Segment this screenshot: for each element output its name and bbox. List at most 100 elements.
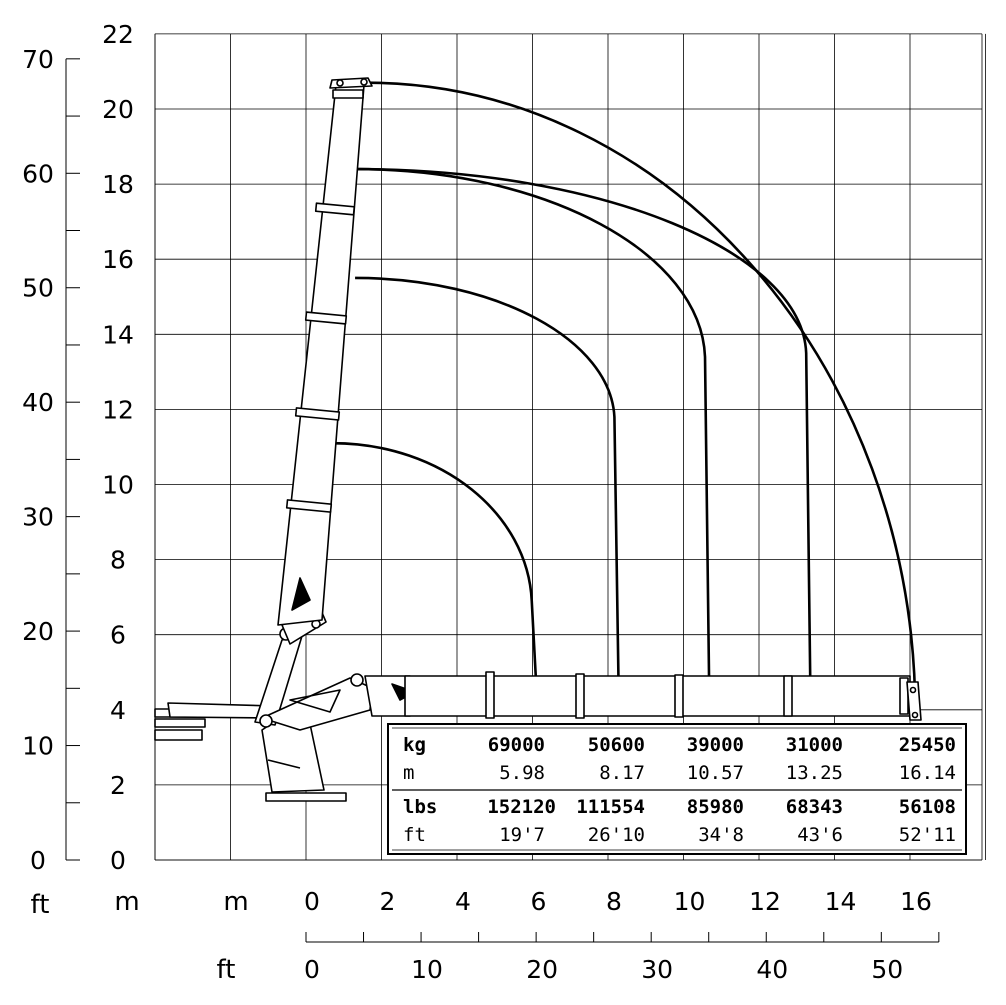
reach-envelope-curve bbox=[355, 167, 812, 677]
crane-illustration bbox=[154, 77, 922, 802]
ft-axis-tick-label: 0 bbox=[30, 846, 46, 875]
x-axis-ft-tick-label: 40 bbox=[756, 955, 788, 984]
boom-section-collar bbox=[294, 407, 341, 421]
table-label-lbs: lbs bbox=[403, 796, 437, 818]
table-kg-value: 31000 bbox=[786, 734, 843, 756]
m-axis-tick-label: 6 bbox=[110, 621, 126, 650]
reach-envelope-curve bbox=[366, 81, 917, 714]
ft-axis-tick-label: 30 bbox=[22, 503, 54, 532]
lever-cutout bbox=[289, 689, 341, 713]
boom-section-collar bbox=[674, 674, 684, 718]
m-axis: 0 2 4 6 8 10 12 14 16 18 20 22 bbox=[102, 20, 134, 875]
m-axis-tick-label: 18 bbox=[102, 170, 134, 199]
base-detail bbox=[267, 759, 301, 769]
m-axis-tick-label: 2 bbox=[110, 771, 126, 800]
table-ft-value: 19'7 bbox=[499, 824, 545, 846]
table-m-value: 8.17 bbox=[599, 762, 645, 784]
table-label-ft: ft bbox=[403, 824, 426, 846]
m-axis-tick-label: 20 bbox=[102, 95, 134, 124]
horizontal-boom bbox=[404, 675, 911, 717]
boom-section-collar bbox=[783, 675, 793, 717]
table-ft-value: 43'6 bbox=[797, 824, 843, 846]
reach-envelopes bbox=[332, 81, 917, 714]
tip-pin bbox=[911, 711, 919, 719]
m-axis-tick-label: 22 bbox=[102, 20, 134, 49]
x-axis-m-tick-label: 6 bbox=[531, 887, 547, 916]
ft-axis-tick-label: 60 bbox=[22, 159, 54, 188]
ft-axis-tick-label: 50 bbox=[22, 274, 54, 303]
crane-base bbox=[261, 717, 325, 793]
reach-envelope-curve bbox=[355, 276, 620, 677]
x-axis-m-tick-label: 2 bbox=[380, 887, 396, 916]
table-lbs-value: 56108 bbox=[899, 796, 956, 818]
table-m-value: 16.14 bbox=[899, 762, 956, 784]
x-axis-m-tick-label: 4 bbox=[455, 887, 471, 916]
x-axis-m-tick-label: 16 bbox=[900, 887, 932, 916]
table-kg-value: 25450 bbox=[899, 734, 956, 756]
load-table: kg m lbs ft 69000 50600 39000 31000 2545… bbox=[387, 723, 967, 855]
stowed-plate bbox=[154, 718, 206, 728]
x-axis-ft-tick-label: 20 bbox=[526, 955, 558, 984]
m-axis-tick-label: 8 bbox=[110, 546, 126, 575]
base-plate bbox=[265, 792, 347, 802]
x-axis-ft-tick-label: 30 bbox=[641, 955, 673, 984]
ft-axis-tick-label: 40 bbox=[22, 388, 54, 417]
x-axis-m-tick-label: 14 bbox=[825, 887, 857, 916]
boom-section-collar bbox=[332, 89, 364, 99]
table-lbs-value: 85980 bbox=[687, 796, 744, 818]
x-axis-ft-tick-label: 50 bbox=[871, 955, 903, 984]
hook-detail bbox=[291, 577, 311, 611]
load-table-frame bbox=[387, 723, 967, 855]
table-ft-value: 34'8 bbox=[698, 824, 744, 846]
table-ft-value: 26'10 bbox=[588, 824, 645, 846]
tip-pin bbox=[336, 79, 344, 87]
x-unit-m: m bbox=[223, 887, 248, 917]
tip-pin bbox=[360, 78, 368, 86]
reach-envelope-curve bbox=[355, 167, 711, 677]
table-lbs-value: 111554 bbox=[576, 796, 645, 818]
ft-axis-tick-label: 10 bbox=[22, 732, 54, 761]
boom-section-collar bbox=[485, 671, 495, 719]
m-axis-tick-label: 4 bbox=[110, 696, 126, 725]
pivot-joint bbox=[350, 673, 364, 687]
boom-section-collar bbox=[575, 673, 585, 719]
x-axis-ft-tick-label: 0 bbox=[304, 955, 320, 984]
chart-grid bbox=[154, 33, 986, 861]
boom-section-collar bbox=[285, 499, 333, 513]
x-axis-ft-tick-label: 10 bbox=[411, 955, 443, 984]
left-unit-m: m bbox=[114, 887, 139, 917]
main-boom bbox=[277, 84, 365, 626]
table-kg-value: 39000 bbox=[687, 734, 744, 756]
x-axis-m-tick-label: 12 bbox=[749, 887, 781, 916]
table-kg-value: 50600 bbox=[588, 734, 645, 756]
x-axis-m-tick-label: 8 bbox=[606, 887, 622, 916]
table-ft-value: 52'11 bbox=[899, 824, 956, 846]
ft-axis: 0 10 20 30 40 50 60 70 bbox=[22, 45, 80, 875]
m-axis-tick-label: 10 bbox=[102, 471, 134, 500]
m-axis-tick-label: 0 bbox=[110, 846, 126, 875]
pivot-joint bbox=[259, 714, 273, 728]
table-label-m: m bbox=[403, 762, 414, 784]
m-axis-tick-label: 12 bbox=[102, 395, 134, 424]
x-unit-ft: ft bbox=[217, 955, 236, 985]
m-axis-tick-label: 14 bbox=[102, 320, 134, 349]
table-kg-value: 69000 bbox=[488, 734, 545, 756]
table-lbs-value: 68343 bbox=[786, 796, 843, 818]
m-axis-tick-label: 16 bbox=[102, 245, 134, 274]
ft-axis-tick-label: 70 bbox=[22, 45, 54, 74]
ft-axis-tick-label: 20 bbox=[22, 617, 54, 646]
table-m-value: 10.57 bbox=[687, 762, 744, 784]
tip-pin bbox=[909, 686, 917, 694]
table-m-value: 5.98 bbox=[499, 762, 545, 784]
x-axis-m-tick-label: 0 bbox=[304, 887, 320, 916]
stowed-plate bbox=[154, 729, 203, 741]
table-label-kg: kg bbox=[403, 734, 426, 756]
boom-section-collar bbox=[304, 311, 348, 325]
table-m-value: 13.25 bbox=[786, 762, 843, 784]
left-unit-ft: ft bbox=[31, 890, 50, 920]
x-axis-m-tick-label: 10 bbox=[674, 887, 706, 916]
reach-envelope-curve bbox=[332, 441, 538, 677]
x-axis: 0 2 4 6 8 10 12 14 16 0 10 20 30 40 50 bbox=[304, 887, 940, 984]
